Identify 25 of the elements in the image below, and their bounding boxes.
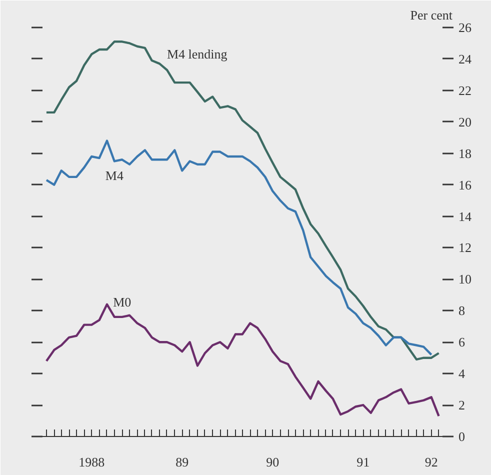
y-axis-title: Per cent (410, 8, 453, 22)
y-tick-label: 4 (458, 366, 466, 382)
y-tick-label: 8 (458, 303, 465, 318)
line-series (45, 40, 440, 361)
y-tick-label: 20 (458, 114, 472, 130)
x-tick-label: 90 (266, 454, 280, 470)
series-label: M0 (113, 294, 132, 310)
y-tick-label: 12 (458, 240, 472, 256)
x-tick-label: 89 (176, 454, 189, 470)
x-tick-label: 91 (356, 454, 370, 470)
x-tick-label: 1988 (78, 454, 105, 470)
series-label: M4 (105, 168, 124, 183)
y-tick-label: 26 (458, 20, 472, 35)
y-tick-label: 10 (458, 272, 472, 287)
y-tick-label: 2 (458, 398, 465, 413)
y-tick-label: 6 (458, 334, 466, 350)
x-tick-label: 92 (424, 454, 438, 470)
y-tick-label: 24 (458, 51, 472, 66)
series-label: M4 lending (166, 46, 228, 62)
y-tick-label: 14 (458, 208, 472, 224)
y-tick-label: 16 (458, 177, 472, 192)
line-series (45, 140, 432, 356)
y-tick-label: 0 (458, 429, 465, 444)
y-tick-label: 22 (458, 82, 472, 98)
y-tick-label: 18 (458, 146, 472, 161)
